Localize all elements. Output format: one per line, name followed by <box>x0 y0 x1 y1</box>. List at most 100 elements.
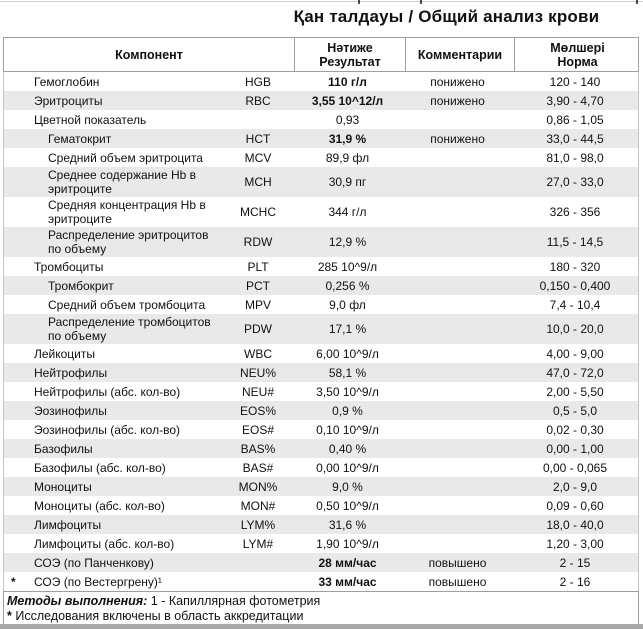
table-row: Эозинофилы EOS% 0,9 % 0,5 - 5,0 <box>4 401 638 420</box>
norm-cell: 0,86 - 1,05 <box>546 112 604 127</box>
component-code-cell: MCV <box>244 150 272 165</box>
component-name-cell: Базофилы <box>34 441 93 456</box>
table-row: Базофилы BAS% 0,40 % 0,00 - 1,00 <box>4 439 638 458</box>
component-name-cell: Нейтрофилы <box>34 365 108 380</box>
table-row: Нейтрофилы (абс. кол-во) NEU# 3,50 10^9/л 2… <box>4 382 638 401</box>
column-tick-mark <box>358 0 360 4</box>
table-body: Гемоглобин HGB 110 г/л понижено 120 - 140 Эри… <box>3 72 639 591</box>
comment-cell: повышено <box>428 555 487 570</box>
result-cell: 0,10 10^9/л <box>316 422 379 437</box>
table-row: Нейтрофилы NEU% 58,1 % 47,0 - 72,0 <box>4 363 638 382</box>
norm-cell: 0,5 - 5,0 <box>552 403 598 418</box>
table-row: * СОЭ (по Вестергрену)¹ 33 мм/час повышено 2… <box>4 572 638 591</box>
comment-cell: повышено <box>428 574 487 589</box>
component-code-cell: LYM# <box>242 536 274 551</box>
table-row: Средний объем тромбоцита MPV 9,0 фл 7,4 - 1… <box>4 295 638 314</box>
previous-table-edge-line <box>0 1 643 2</box>
comment-cell: понижено <box>430 93 485 108</box>
component-code-cell: RDW <box>243 235 273 249</box>
component-name-cell: Гематокрит <box>48 131 112 146</box>
component-name-cell: Средний объем тромбоцита <box>48 297 206 312</box>
report-title: Қан талдауы / Общий анализ крови <box>293 7 600 26</box>
norm-cell: 0,00 - 0,065 <box>542 460 608 475</box>
table-row: Моноциты MON% 9,0 % 2,0 - 9,0 <box>4 477 638 496</box>
methods-value: 1 - Капиллярная фотометрия <box>147 594 321 608</box>
result-cell: 3,50 10^9/л <box>316 384 379 399</box>
component-code-cell: PDW <box>244 322 272 336</box>
norm-cell: 0,00 - 1,00 <box>546 441 604 456</box>
norm-cell: 2 - 16 <box>559 574 591 589</box>
norm-cell: 3,90 - 4,70 <box>546 93 604 108</box>
norm-cell: 2,0 - 9,0 <box>552 479 598 494</box>
table-row: Тромбокрит PCT 0,256 % 0,150 - 0,400 <box>4 276 638 295</box>
component-name-cell: Лейкоциты <box>34 346 96 361</box>
norm-cell: 11,5 - 14,5 <box>546 235 604 249</box>
result-cell: 9,0 % <box>332 479 363 494</box>
table-row: Распределение эритроцитов по объему RDW 12… <box>4 227 638 257</box>
component-name-cell: Эозинофилы <box>34 403 107 418</box>
result-cell: 6,00 10^9/л <box>316 346 379 361</box>
component-code-cell: EOS# <box>241 422 274 437</box>
result-cell: 58,1 % <box>328 365 367 380</box>
component-name-cell: Нейтрофилы (абс. кол-во) <box>34 384 181 399</box>
norm-cell: 120 - 140 <box>549 74 601 89</box>
component-code-cell: MPV <box>244 297 271 312</box>
cbc-results-table: Компонент Нәтиже Результат Комментарии М… <box>3 37 639 627</box>
component-name-cell: Эозинофилы (абс. кол-во) <box>34 422 180 437</box>
table-row: Средняя концентрация Hb в эритроците MCHC… <box>4 197 638 227</box>
component-code-cell: BAS# <box>242 460 274 475</box>
result-cell: 110 г/л <box>328 74 367 89</box>
header-norm: Мөлшері Норма <box>514 38 640 71</box>
accreditation-text: Исследования включены в область аккредит… <box>11 609 304 623</box>
norm-cell: 81,0 - 98,0 <box>546 150 604 165</box>
header-comment: Комментарии <box>405 38 514 71</box>
table-row: Лейкоциты WBC 6,00 10^9/л 4,00 - 9,00 <box>4 344 638 363</box>
norm-cell: 2,00 - 5,50 <box>546 384 604 399</box>
component-code-cell: RBC <box>245 93 271 108</box>
component-name-cell: Базофилы (абс. кол-во) <box>34 460 166 475</box>
table-row: Базофилы (абс. кол-во) BAS# 0,00 10^9/л 0,0… <box>4 458 638 477</box>
result-cell: 0,00 10^9/л <box>316 460 379 475</box>
component-code-cell: NEU% <box>239 365 276 380</box>
table-row: Гемоглобин HGB 110 г/л понижено 120 - 140 <box>4 72 638 91</box>
component-name-cell: Тромбокрит <box>48 278 114 293</box>
result-cell: 28 мм/час <box>318 555 377 570</box>
component-code-cell: WBC <box>244 346 272 361</box>
component-code-cell: MCHC <box>240 205 276 219</box>
column-tick-mark <box>636 0 638 4</box>
component-code-cell: EOS% <box>239 403 276 418</box>
component-code-cell: MON# <box>240 498 276 513</box>
norm-cell: 7,4 - 10,4 <box>549 297 601 312</box>
result-cell: 0,93 <box>335 112 360 127</box>
table-row: Распределение тромбоцитов по объему PDW 17… <box>4 314 638 344</box>
component-name-cell: Среднее содержание Hb в эритроците <box>48 168 197 196</box>
result-cell: 9,0 фл <box>329 297 366 312</box>
result-cell: 0,40 % <box>328 441 367 456</box>
table-row: Цветной показатель 0,93 0,86 - 1,05 <box>4 110 638 129</box>
table-row: Тромбоциты PLT 285 10^9/л 180 - 320 <box>4 257 638 276</box>
component-code-cell: MON% <box>238 479 278 494</box>
norm-cell: 47,0 - 72,0 <box>546 365 604 380</box>
result-cell: 89,9 фл <box>325 150 370 165</box>
table-header-row: Компонент Нәтиже Результат Комментарии М… <box>3 37 639 72</box>
methods-label: Методы выполнения: <box>7 594 148 608</box>
table-row: Гематокрит HCT 31,9 % понижено 33,0 - 44,5 <box>4 129 638 148</box>
norm-cell: 180 - 320 <box>549 259 601 274</box>
component-name-cell: Тромбоциты <box>34 259 104 274</box>
component-code-cell: PCT <box>246 278 270 293</box>
accreditation-asterisk: * <box>7 609 12 623</box>
result-cell: 285 10^9/л <box>317 259 378 274</box>
table-row: Лимфоциты LYM% 31,6 % 18,0 - 40,0 <box>4 515 638 534</box>
methods-line: Методы выполнения: 1 - Капиллярная фотом… <box>7 594 638 609</box>
table-row: Моноциты (абс. кол-во) MON# 0,50 10^9/л 0,0… <box>4 496 638 515</box>
component-name-cell: Средний объем эритроцита <box>48 150 203 165</box>
table-row: Лимфоциты (абс. кол-во) LYM# 1,90 10^9/л 1,… <box>4 534 638 553</box>
component-code-cell: NEU# <box>241 384 274 399</box>
result-cell: 31,9 % <box>328 131 367 146</box>
accreditation-note: * Исследования включены в область аккред… <box>7 609 638 624</box>
comment-cell: понижено <box>430 74 485 89</box>
component-code-cell: BAS% <box>240 441 276 456</box>
norm-cell: 0,09 - 0,60 <box>546 498 604 513</box>
component-name-cell: Распределение тромбоцитов по объему <box>48 315 211 343</box>
